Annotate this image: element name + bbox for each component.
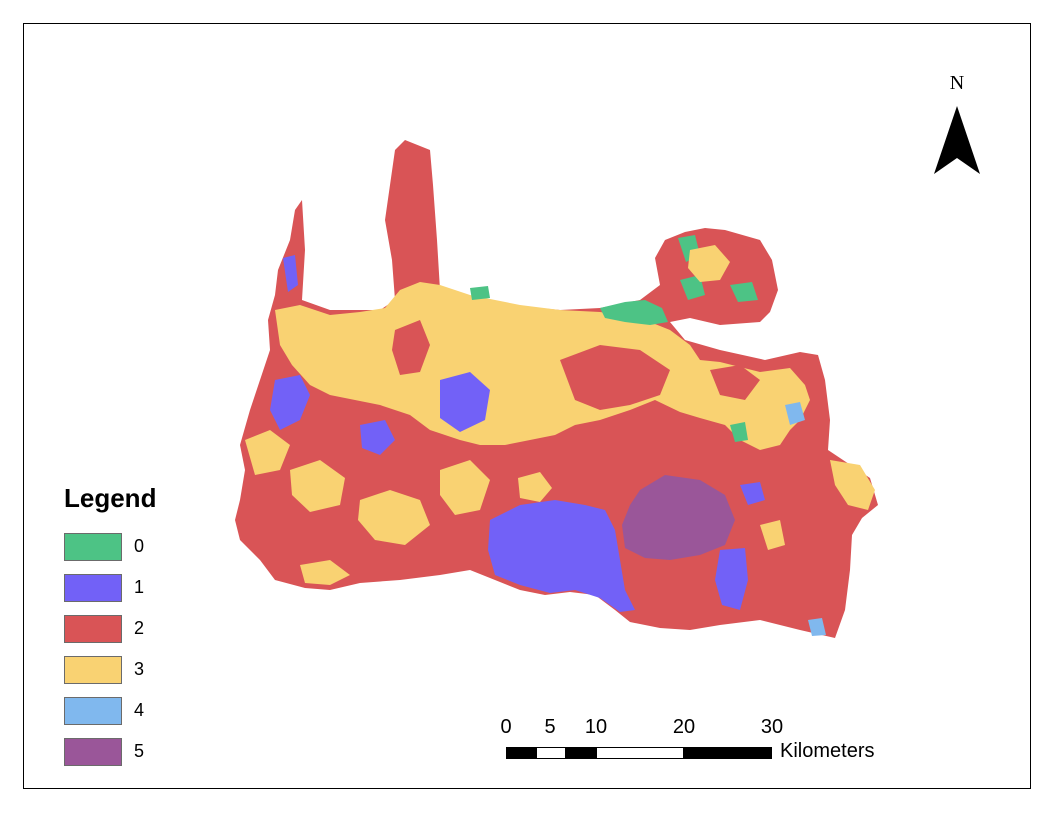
region-class-3-east-b <box>760 520 785 550</box>
scale-bar-segment <box>596 747 684 759</box>
north-arrow-icon <box>934 106 980 174</box>
region-class-1-south <box>488 500 635 612</box>
north-arrow: N <box>930 72 984 182</box>
legend-swatch <box>64 696 122 725</box>
region-class-1-mid-b <box>360 420 395 455</box>
legend-swatch <box>64 532 122 561</box>
region-class-3-sw-d <box>300 560 350 585</box>
legend-item: 4 <box>64 690 204 731</box>
region-class-1-mid <box>440 372 490 432</box>
legend-label: 0 <box>134 536 145 556</box>
region-class-0-ne-b <box>730 282 758 302</box>
scale-bar-segment <box>684 747 772 759</box>
region-class-4-ne <box>785 402 805 425</box>
legend-label: 3 <box>134 659 145 679</box>
legend-label: 5 <box>134 741 145 761</box>
scale-bar-tick-label: 5 <box>544 716 556 738</box>
legend-items: 0 1 2 3 4 5 <box>64 526 204 772</box>
legend-swatch <box>64 737 122 766</box>
legend-title: Legend <box>64 483 157 513</box>
legend: Legend 0 1 2 3 4 5 <box>64 483 204 772</box>
legend-item: 2 <box>64 608 204 649</box>
region-class-2-island-c <box>710 365 760 400</box>
scale-bar-tick-label: 20 <box>672 716 696 738</box>
region-class-1-east <box>715 548 748 610</box>
legend-label: 2 <box>134 618 145 638</box>
scale-bar-tick-label: 30 <box>760 716 784 738</box>
region-class-3-east <box>830 460 875 510</box>
scale-bar-tick-label: 10 <box>584 716 608 738</box>
scale-bar-segment <box>566 747 596 759</box>
legend-item: 0 <box>64 526 204 567</box>
region-class-3-sw-e <box>245 430 290 475</box>
scale-bar-units: Kilometers <box>780 740 875 762</box>
region-class-0-ne-c <box>680 275 705 300</box>
legend-item: 5 <box>64 731 204 772</box>
legend-label: 1 <box>134 577 145 597</box>
region-class-2-island-b <box>392 320 430 375</box>
legend-swatch <box>64 614 122 643</box>
region-class-4-se <box>808 618 826 636</box>
scale-bar-segment <box>506 747 536 759</box>
region-class-2-island-a <box>560 345 670 410</box>
region-class-3-sw-b <box>358 490 430 545</box>
north-label: N <box>949 72 965 94</box>
region-class-3-sw-a <box>290 460 345 512</box>
region-class-3-center <box>518 472 552 502</box>
region-class-0-north-fleck <box>470 286 490 300</box>
region-class-1-west <box>270 375 310 430</box>
legend-swatch <box>64 573 122 602</box>
region-class-5 <box>622 475 735 560</box>
scale-bar: 0 5 10 20 30 Kilometers <box>492 714 912 764</box>
scale-bar-tick-label: 0 <box>500 716 512 738</box>
scale-bar-segment <box>536 747 566 759</box>
region-class-3-sw-c <box>440 460 490 515</box>
region-class-0-east <box>730 422 748 442</box>
legend-item: 1 <box>64 567 204 608</box>
region-class-0-coast <box>600 300 668 325</box>
legend-label: 4 <box>134 700 145 720</box>
legend-item: 3 <box>64 649 204 690</box>
legend-swatch <box>64 655 122 684</box>
region-class-3-ne <box>688 245 730 282</box>
region-class-3-north <box>275 282 810 450</box>
region-class-1-north-spike <box>283 255 298 292</box>
region-class-1-east-b <box>740 482 765 505</box>
